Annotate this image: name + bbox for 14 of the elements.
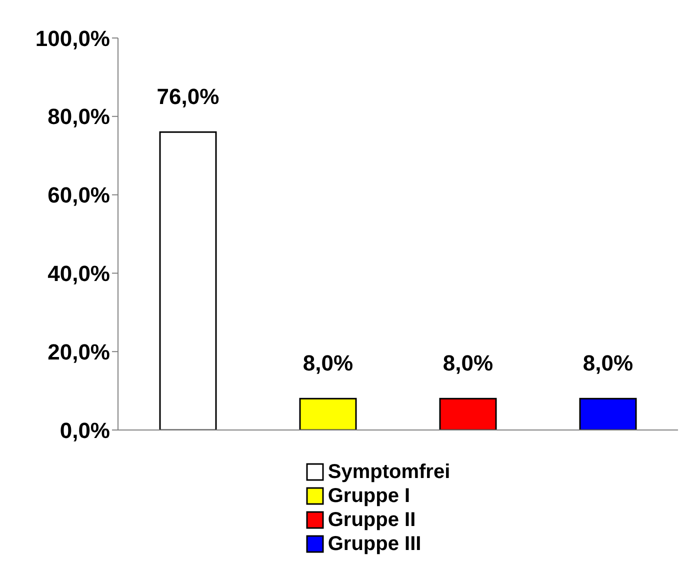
- y-tick-label: 20,0%: [48, 339, 110, 364]
- y-tick-label: 80,0%: [48, 104, 110, 130]
- legend-label: Gruppe I: [328, 484, 410, 508]
- y-tick-label: 40,0%: [48, 261, 110, 286]
- legend-label: Gruppe II: [328, 508, 416, 532]
- y-tick-label: 100,0%: [35, 26, 110, 51]
- data-label: 8,0%: [302, 350, 354, 376]
- legend-label: Symptomfrei: [328, 460, 450, 484]
- data-label: 76,0%: [156, 84, 220, 110]
- data-label: 8,0%: [442, 350, 494, 376]
- y-tick-label: 60,0%: [48, 182, 110, 208]
- y-tick-label: 0,0%: [60, 418, 110, 443]
- legend-label: Gruppe III: [328, 532, 422, 556]
- data-label: 8,0%: [582, 350, 634, 376]
